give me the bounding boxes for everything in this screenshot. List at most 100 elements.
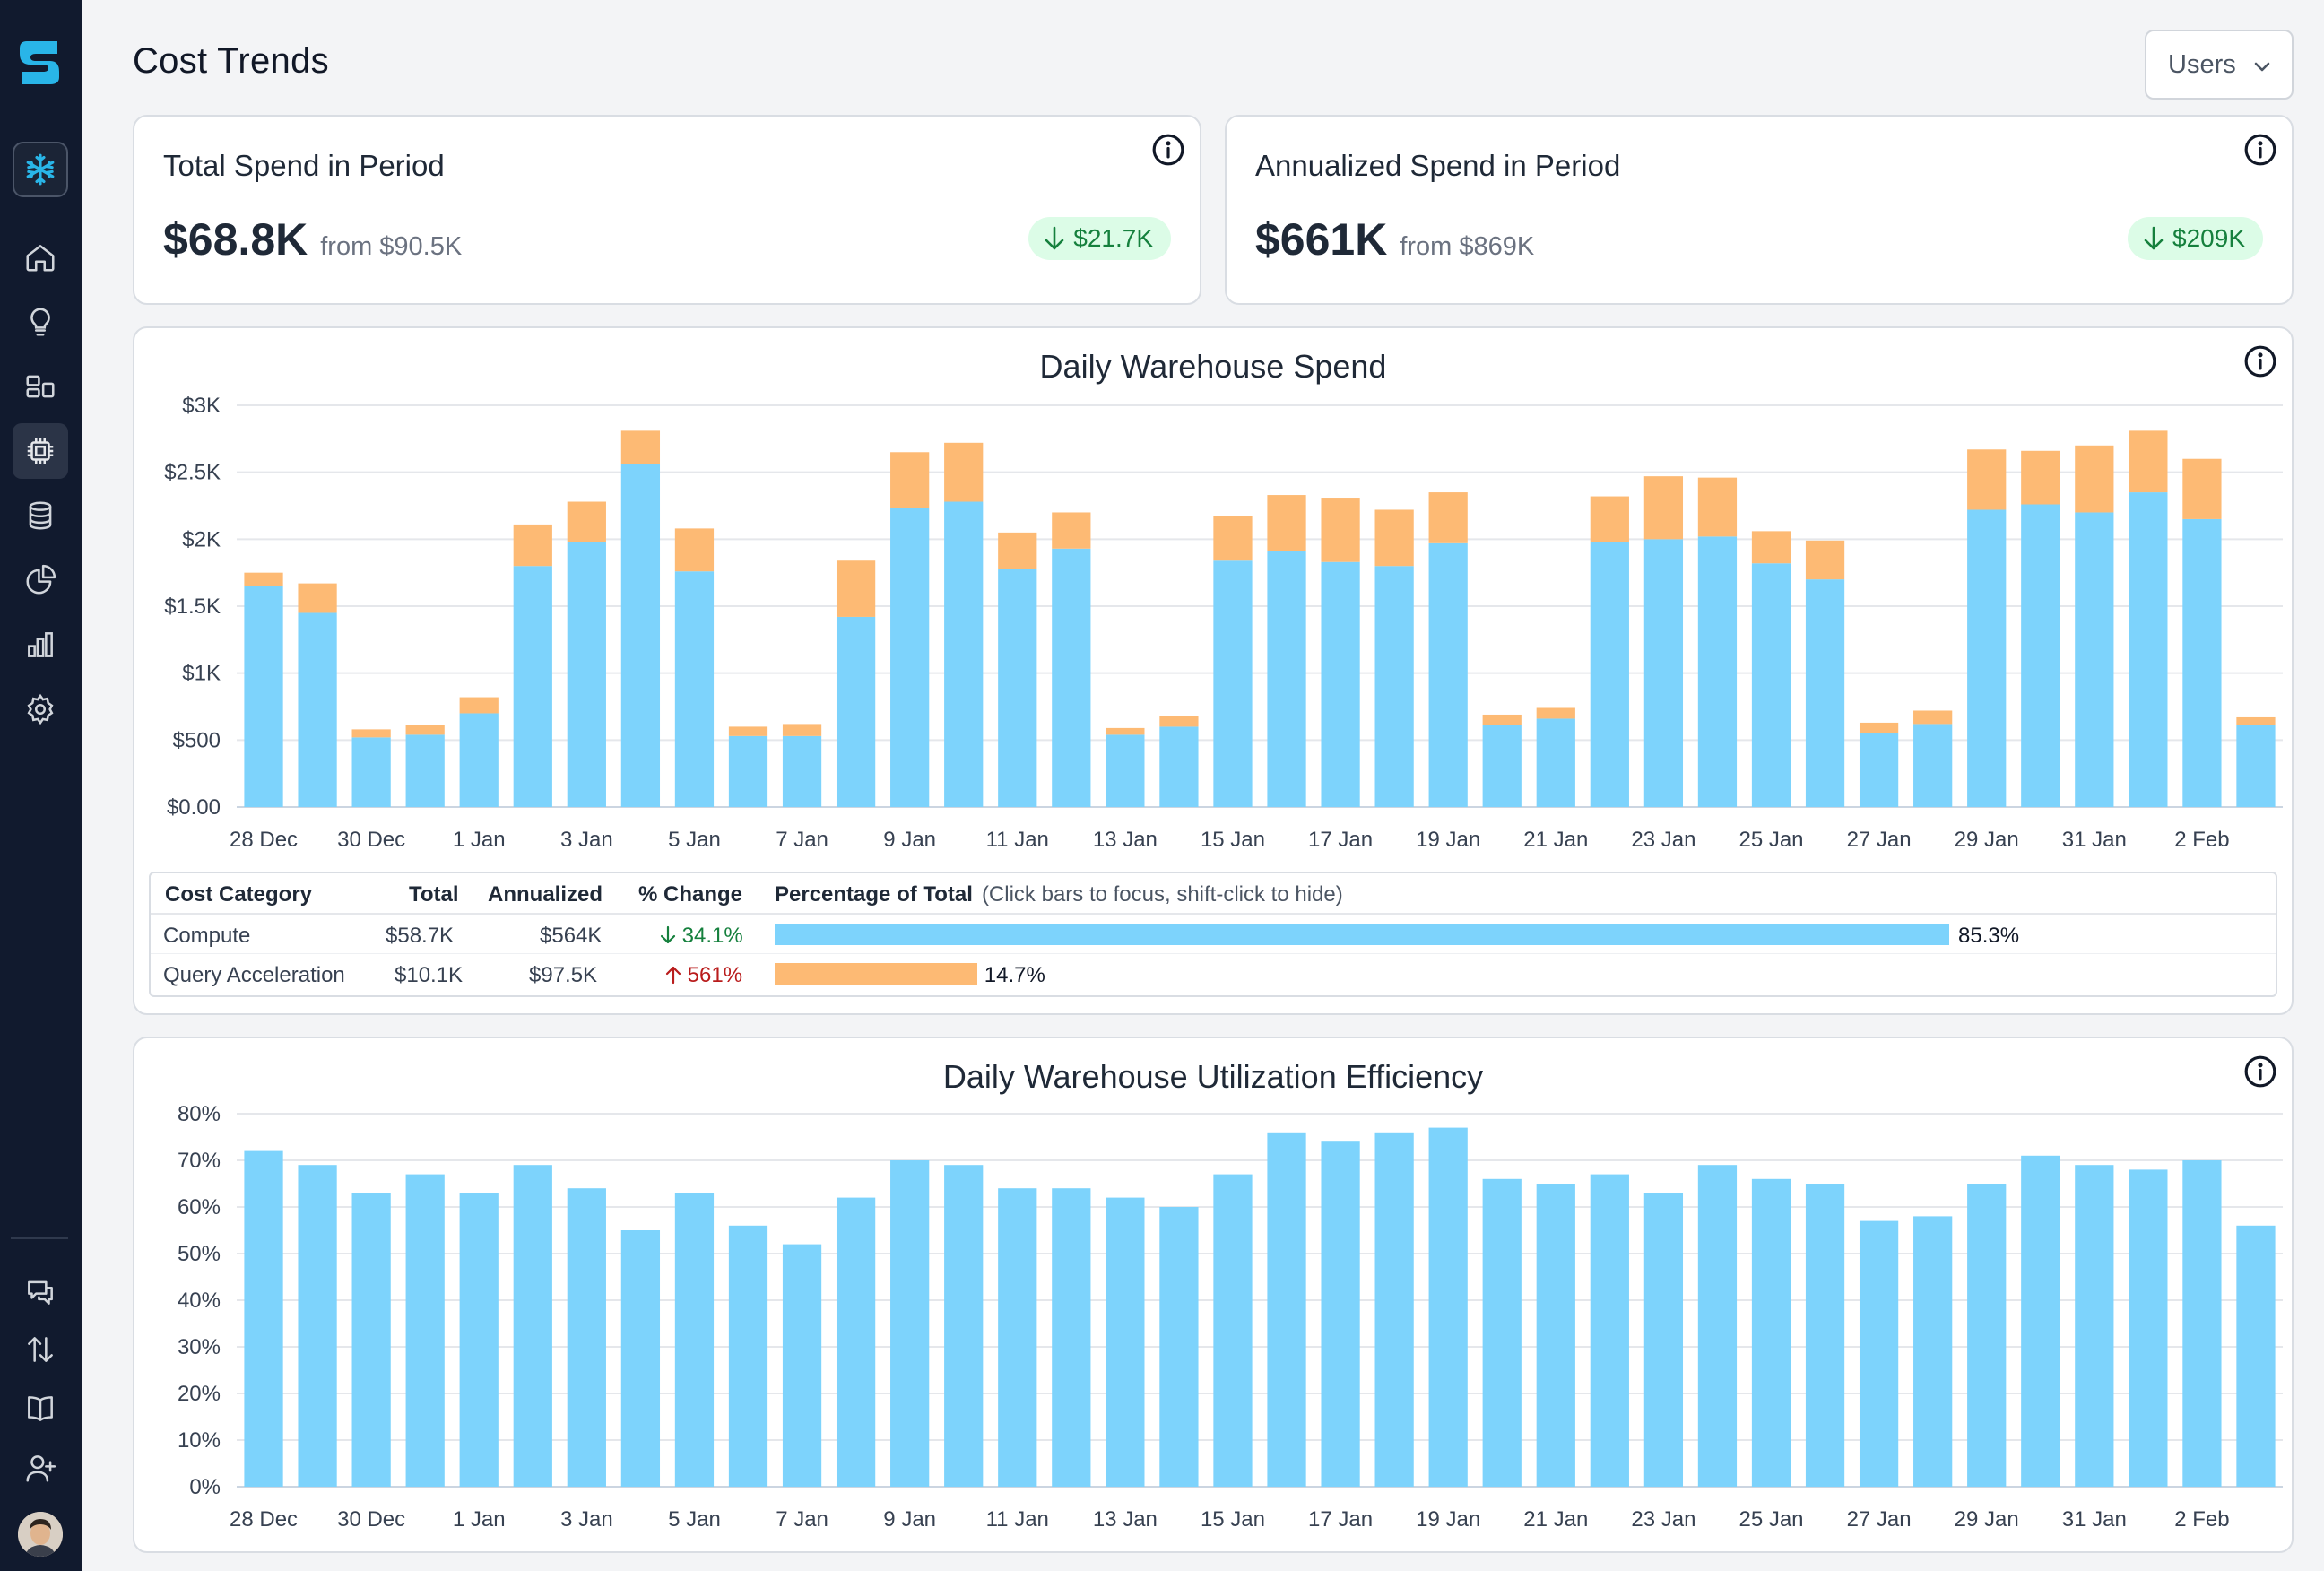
- bar-utilization[interactable]: [1590, 1174, 1629, 1487]
- avatar[interactable]: [18, 1512, 63, 1557]
- bar-query-acceleration[interactable]: [1428, 492, 1468, 543]
- bar-compute[interactable]: [1967, 509, 2007, 807]
- bar-compute[interactable]: [1859, 733, 1899, 807]
- info-icon[interactable]: [2243, 344, 2277, 378]
- bar-compute[interactable]: [1805, 579, 1845, 807]
- info-icon[interactable]: [1151, 133, 1185, 167]
- bar-query-acceleration[interactable]: [1967, 449, 2007, 510]
- bar-query-acceleration[interactable]: [513, 524, 552, 567]
- bar-utilization[interactable]: [405, 1174, 445, 1487]
- bar-compute[interactable]: [620, 464, 661, 807]
- bar-compute[interactable]: [890, 508, 930, 807]
- bar-compute[interactable]: [1590, 542, 1629, 807]
- bar-utilization[interactable]: [1321, 1141, 1360, 1487]
- bar-utilization[interactable]: [836, 1197, 876, 1487]
- bar-utilization[interactable]: [1267, 1132, 1306, 1487]
- bar-compute[interactable]: [2021, 504, 2060, 807]
- bar-query-acceleration[interactable]: [1697, 477, 1738, 537]
- bar-utilization[interactable]: [513, 1165, 552, 1487]
- bar-utilization[interactable]: [944, 1165, 984, 1487]
- snowflake-account-icon[interactable]: [13, 142, 68, 197]
- bar-query-acceleration[interactable]: [890, 452, 930, 508]
- bar-compute[interactable]: [1697, 536, 1738, 807]
- bar-utilization[interactable]: [298, 1165, 337, 1487]
- info-icon[interactable]: [2243, 133, 2277, 167]
- bar-query-acceleration[interactable]: [1536, 707, 1575, 719]
- bar-compute[interactable]: [1913, 724, 1953, 807]
- bar-query-acceleration[interactable]: [459, 697, 499, 714]
- layout-icon[interactable]: [13, 359, 68, 414]
- book-icon[interactable]: [13, 1381, 68, 1436]
- bar-query-acceleration[interactable]: [1321, 498, 1360, 562]
- bar-compute[interactable]: [836, 616, 876, 807]
- bar-compute[interactable]: [2182, 518, 2222, 807]
- bar-utilization[interactable]: [1536, 1184, 1575, 1487]
- bar-utilization[interactable]: [1374, 1132, 1414, 1487]
- bar-query-acceleration[interactable]: [728, 726, 768, 736]
- percentage-bar-compute[interactable]: [775, 924, 1949, 945]
- bar-query-acceleration[interactable]: [1267, 495, 1306, 551]
- bar-compute[interactable]: [2129, 492, 2168, 807]
- bar-query-acceleration[interactable]: [1159, 716, 1199, 727]
- chat-icon[interactable]: [13, 1264, 68, 1320]
- bar-utilization[interactable]: [998, 1188, 1037, 1487]
- bar-utilization[interactable]: [2129, 1169, 2168, 1487]
- bar-compute[interactable]: [1159, 726, 1199, 807]
- bar-compute[interactable]: [244, 586, 283, 807]
- bar-utilization[interactable]: [1213, 1174, 1253, 1487]
- bar-query-acceleration[interactable]: [405, 725, 445, 735]
- table-row-query-acceleration[interactable]: Query Acceleration $10.1K $97.5K 561% 14…: [151, 954, 2276, 994]
- bar-utilization[interactable]: [244, 1150, 283, 1487]
- bar-compute[interactable]: [1106, 734, 1145, 807]
- bar-utilization[interactable]: [2021, 1155, 2060, 1487]
- bar-compute[interactable]: [1052, 548, 1091, 807]
- bar-compute[interactable]: [728, 735, 768, 807]
- bar-compute[interactable]: [1428, 542, 1468, 807]
- bar-compute[interactable]: [1321, 561, 1360, 807]
- settings-icon[interactable]: [13, 681, 68, 737]
- bar-utilization[interactable]: [782, 1244, 822, 1487]
- bar-query-acceleration[interactable]: [1751, 531, 1791, 564]
- bar-query-acceleration[interactable]: [1643, 476, 1684, 540]
- bar-compute[interactable]: [567, 542, 606, 807]
- cpu-icon[interactable]: [13, 423, 68, 479]
- bar-query-acceleration[interactable]: [244, 572, 283, 586]
- bar-query-acceleration[interactable]: [2075, 445, 2114, 513]
- bar-query-acceleration[interactable]: [674, 528, 715, 572]
- database-icon[interactable]: [13, 488, 68, 543]
- bar-compute[interactable]: [351, 737, 391, 807]
- home-icon[interactable]: [13, 230, 68, 285]
- bar-query-acceleration[interactable]: [2236, 716, 2276, 725]
- bar-compute[interactable]: [1374, 566, 1414, 807]
- bar-query-acceleration[interactable]: [1590, 496, 1629, 542]
- bar-query-acceleration[interactable]: [351, 729, 391, 738]
- bar-query-acceleration[interactable]: [1374, 509, 1414, 567]
- bar-utilization[interactable]: [620, 1230, 661, 1487]
- bar-query-acceleration[interactable]: [298, 583, 337, 613]
- bar-utilization[interactable]: [1859, 1220, 1899, 1487]
- bar-utilization[interactable]: [2075, 1165, 2114, 1487]
- app-logo-icon[interactable]: [18, 39, 61, 86]
- bar-utilization[interactable]: [1159, 1207, 1199, 1487]
- bar-query-acceleration[interactable]: [2129, 430, 2168, 493]
- bar-utilization[interactable]: [2182, 1160, 2222, 1487]
- bar-query-acceleration[interactable]: [1052, 512, 1091, 549]
- bar-utilization[interactable]: [1805, 1184, 1845, 1487]
- bar-compute[interactable]: [405, 734, 445, 807]
- bar-utilization[interactable]: [1482, 1178, 1522, 1487]
- bar-utilization[interactable]: [2236, 1225, 2276, 1487]
- bar-query-acceleration[interactable]: [620, 430, 661, 464]
- bar-utilization[interactable]: [1428, 1127, 1468, 1487]
- bar-query-acceleration[interactable]: [944, 442, 984, 502]
- transfer-icon[interactable]: [13, 1322, 68, 1377]
- bar-query-acceleration[interactable]: [1213, 516, 1253, 561]
- bar-utilization[interactable]: [1913, 1216, 1953, 1487]
- bar-compute[interactable]: [944, 501, 984, 807]
- bar-utilization[interactable]: [459, 1193, 499, 1487]
- bar-query-acceleration[interactable]: [1106, 727, 1145, 735]
- bar-utilization[interactable]: [1697, 1165, 1738, 1487]
- bar-compute[interactable]: [998, 569, 1037, 807]
- table-row-compute[interactable]: Compute $58.7K $564K 34.1% 85.3%: [151, 915, 2276, 954]
- bar-utilization[interactable]: [351, 1193, 391, 1487]
- info-icon[interactable]: [2243, 1055, 2277, 1089]
